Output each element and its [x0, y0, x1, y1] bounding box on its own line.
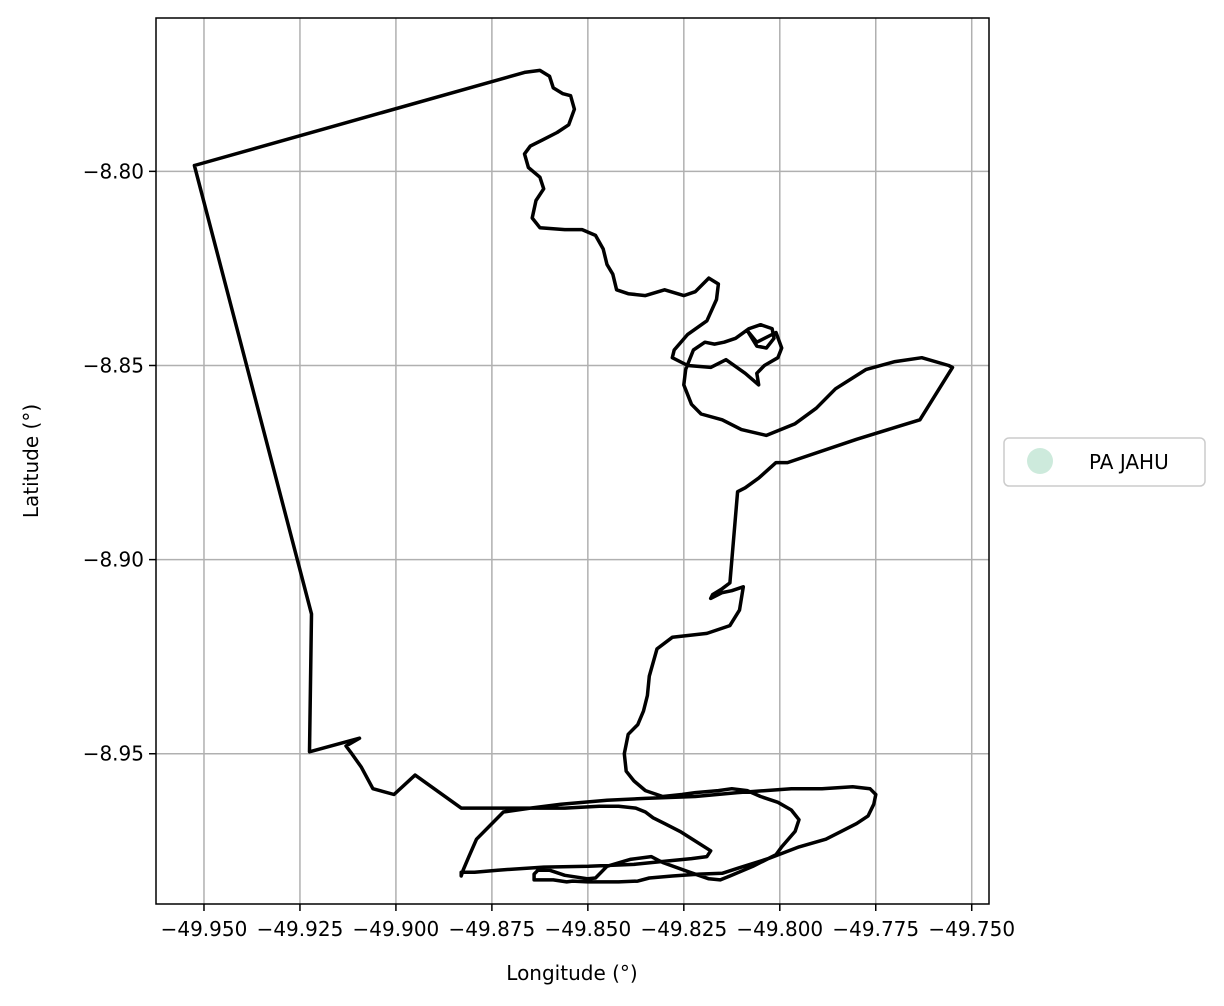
x-tick-label: −49.800: [736, 917, 823, 941]
grid-lines: [156, 18, 989, 904]
x-tick-label: −49.875: [449, 917, 536, 941]
y-tick-label: −8.90: [83, 548, 144, 572]
x-axis-label: Longitude (°): [506, 961, 637, 985]
y-tick-label: −8.85: [83, 353, 144, 377]
legend-marker: [1027, 448, 1053, 474]
plot-frame: [155, 17, 990, 905]
pa-jahu-boundary: [192, 68, 955, 884]
x-tick-label: −49.775: [832, 917, 919, 941]
legend-box: [1003, 437, 1206, 487]
y-tick-label: −8.80: [83, 159, 144, 183]
y-axis-ticks: −8.80 −8.85 −8.90 −8.95: [83, 159, 156, 766]
x-tick-label: −49.825: [640, 917, 727, 941]
x-tick-label: −49.850: [544, 917, 631, 941]
x-tick-label: −49.925: [257, 917, 344, 941]
y-axis-label: Latitude (°): [19, 404, 43, 518]
legend: PA JAHU: [1003, 437, 1206, 487]
y-tick-label: −8.95: [83, 742, 144, 766]
legend-label: PA JAHU: [1089, 450, 1169, 474]
x-tick-label: −49.950: [161, 917, 248, 941]
x-tick-label: −49.750: [928, 917, 1015, 941]
x-tick-label: −49.900: [353, 917, 440, 941]
x-axis-ticks: −49.950 −49.925 −49.900 −49.875 −49.850 −49.8…: [161, 904, 1015, 941]
